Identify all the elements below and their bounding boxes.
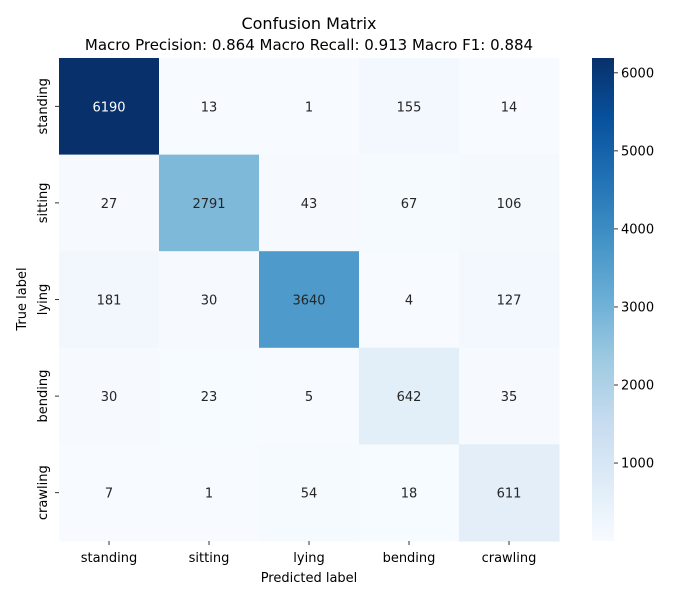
cell-value-label: 181 [97, 294, 122, 309]
cell-value-label: 127 [497, 294, 522, 309]
chart-subtitle: Macro Precision: 0.864 Macro Recall: 0.9… [85, 36, 533, 54]
cell-value-label: 106 [497, 197, 522, 212]
x-tick-label: bending [383, 551, 436, 566]
heatmap-cell [359, 347, 460, 445]
heatmap-cell [259, 251, 360, 349]
heatmap-cell [459, 347, 560, 445]
heatmap-cell [459, 251, 560, 349]
cell-value-label: 611 [497, 487, 522, 502]
colorbar-tick-label: 2000 [621, 378, 654, 393]
heatmap-cell [59, 154, 160, 252]
heatmap-cell [459, 58, 560, 156]
heatmap-cell [159, 154, 260, 252]
heatmap-cell [359, 444, 460, 542]
cell-value-label: 54 [301, 487, 318, 502]
y-axis-label: True label [15, 267, 30, 331]
heatmap-cell [159, 444, 260, 542]
heatmap-cell [59, 444, 160, 542]
heatmap-cell [159, 347, 260, 445]
x-tick-label: lying [293, 551, 324, 566]
x-tick-label: crawling [482, 551, 537, 566]
cell-value-label: 1 [305, 100, 313, 115]
x-tick-label: standing [81, 551, 137, 566]
cell-value-label: 13 [201, 100, 218, 115]
colorbar-tick-label: 3000 [621, 300, 654, 315]
x-tick-label: sitting [189, 551, 230, 566]
colorbar-tick-label: 5000 [621, 144, 654, 159]
x-tick-labels: standing sitting lying bending crawling [81, 541, 537, 566]
cell-value-label: 14 [501, 100, 518, 115]
chart-title: Confusion Matrix [241, 14, 376, 33]
cell-value-label: 43 [301, 197, 318, 212]
cell-value-label: 35 [501, 390, 518, 405]
cell-value-label: 30 [201, 294, 218, 309]
heatmap-cell [259, 58, 360, 156]
heatmap-cell [59, 58, 160, 156]
cell-value-label: 3640 [292, 294, 325, 309]
x-axis-label: Predicted label [261, 571, 358, 586]
cell-value-label: 7 [105, 487, 113, 502]
y-tick-label: bending [36, 370, 51, 423]
heatmap-cell [259, 154, 360, 252]
heatmap-cell [159, 251, 260, 349]
y-tick-label: standing [36, 78, 51, 134]
colorbar-ticks: 1000 2000 3000 4000 5000 6000 [614, 66, 654, 472]
heatmap-cell [359, 251, 460, 349]
colorbar-tick-label: 6000 [621, 66, 654, 81]
cell-value-label: 18 [401, 487, 418, 502]
cell-value-label: 5 [305, 390, 313, 405]
heatmap-cell [359, 58, 460, 156]
heatmap-cell [159, 58, 260, 156]
cell-value-label: 4 [405, 294, 413, 309]
cell-value-label: 1 [205, 487, 213, 502]
heatmap-cell [359, 154, 460, 252]
cell-value-label: 642 [397, 390, 422, 405]
cell-value-label: 67 [401, 197, 418, 212]
heatmap-cell [59, 347, 160, 445]
y-tick-labels: standing sitting lying bending crawling [36, 78, 59, 520]
heatmap-cell [259, 347, 360, 445]
y-tick-label: lying [36, 284, 51, 315]
y-tick-label: sitting [36, 183, 51, 224]
heatmap-cell [59, 251, 160, 349]
y-tick-label: crawling [36, 465, 51, 520]
heatmap-cell [259, 444, 360, 542]
cell-value-label: 23 [201, 390, 218, 405]
cell-value-label: 2791 [192, 197, 225, 212]
cell-value-label: 27 [101, 197, 118, 212]
heatmap-cell [459, 154, 560, 252]
colorbar [592, 58, 614, 541]
cell-value-label: 30 [101, 390, 118, 405]
cell-value-label: 155 [397, 100, 422, 115]
colorbar-tick-label: 4000 [621, 222, 654, 237]
cell-value-label: 6190 [92, 100, 125, 115]
heatmap-cell [459, 444, 560, 542]
colorbar-tick-label: 1000 [621, 457, 654, 472]
